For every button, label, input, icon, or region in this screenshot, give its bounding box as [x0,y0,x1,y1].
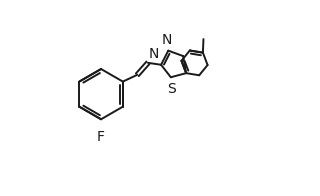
Text: S: S [167,82,176,95]
Text: F: F [97,130,105,144]
Text: N: N [149,46,159,61]
Text: N: N [162,33,172,47]
